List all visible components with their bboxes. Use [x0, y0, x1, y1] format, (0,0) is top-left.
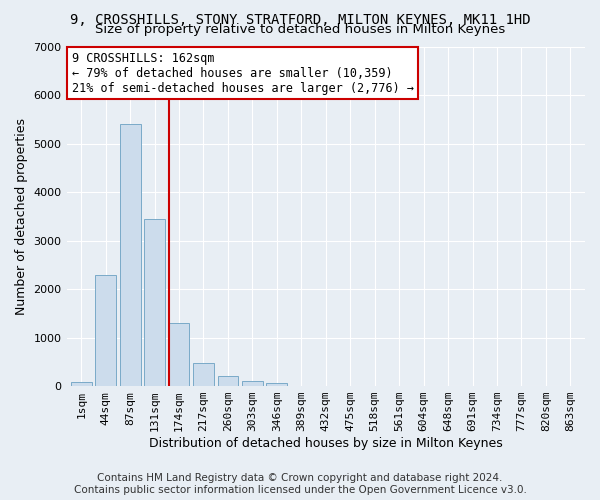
Bar — [242, 381, 263, 386]
Text: 9 CROSSHILLS: 162sqm
← 79% of detached houses are smaller (10,359)
21% of semi-d: 9 CROSSHILLS: 162sqm ← 79% of detached h… — [72, 52, 414, 94]
Bar — [71, 382, 92, 386]
Bar — [144, 218, 165, 386]
Bar — [266, 383, 287, 386]
Bar — [120, 124, 140, 386]
Bar — [193, 363, 214, 386]
Bar — [218, 376, 238, 386]
Text: Size of property relative to detached houses in Milton Keynes: Size of property relative to detached ho… — [95, 22, 505, 36]
Bar — [169, 323, 190, 386]
Text: Contains HM Land Registry data © Crown copyright and database right 2024.
Contai: Contains HM Land Registry data © Crown c… — [74, 474, 526, 495]
Text: 9, CROSSHILLS, STONY STRATFORD, MILTON KEYNES, MK11 1HD: 9, CROSSHILLS, STONY STRATFORD, MILTON K… — [70, 12, 530, 26]
Y-axis label: Number of detached properties: Number of detached properties — [15, 118, 28, 315]
X-axis label: Distribution of detached houses by size in Milton Keynes: Distribution of detached houses by size … — [149, 437, 503, 450]
Bar — [95, 274, 116, 386]
